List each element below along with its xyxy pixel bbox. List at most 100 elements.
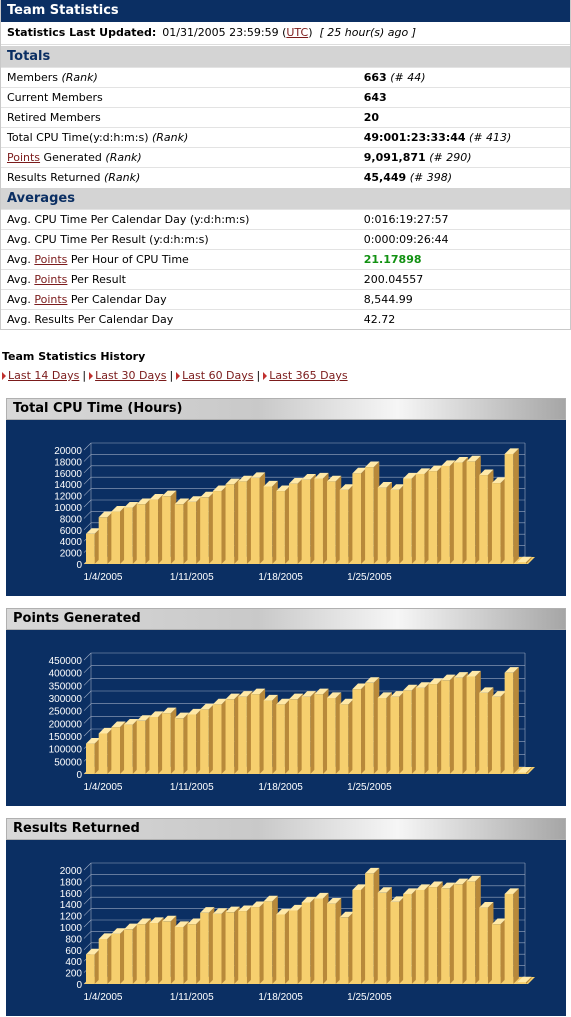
- history-link[interactable]: Last 365 Days: [269, 369, 348, 382]
- y-tick-label: 1800: [60, 877, 83, 888]
- y-tick-label: 200000: [49, 719, 83, 730]
- stat-label: Avg. Points Per Calendar Day: [1, 289, 358, 310]
- bar: [517, 556, 532, 564]
- bar: [517, 767, 532, 774]
- bar: [200, 907, 215, 984]
- bar: [276, 485, 291, 564]
- points-link[interactable]: Points: [34, 253, 68, 266]
- bar: [491, 477, 507, 564]
- stat-value-cell: 21.17898: [357, 249, 570, 270]
- points-link[interactable]: Points: [34, 273, 68, 286]
- bar: [238, 905, 253, 984]
- bar: [327, 475, 342, 564]
- y-tick-label: 18000: [54, 457, 82, 468]
- grid-line: [83, 690, 92, 699]
- cpu-time-chart-svg: 0200040006000800010000120001400016000180…: [54, 442, 535, 583]
- bar: [174, 921, 190, 984]
- grid-line: [83, 716, 92, 724]
- history-link[interactable]: Last 14 Days: [8, 369, 80, 382]
- grid-line: [83, 511, 92, 519]
- y-tick-label: 4000: [60, 537, 83, 548]
- bar: [276, 908, 291, 984]
- stat-value: 21.17898: [363, 253, 422, 266]
- stat-value: 42.72: [363, 313, 396, 326]
- stat-value: 49:001:23:33:44: [363, 131, 466, 144]
- chart-points: Points Generated 0 50000 100000 150000 20000…: [6, 608, 566, 806]
- bar: [390, 691, 405, 774]
- bar: [225, 906, 240, 984]
- updated-ago: [ 25 hour(s) ago ]: [319, 26, 417, 39]
- bar: [403, 472, 418, 564]
- stat-value: 643: [363, 91, 387, 104]
- grid-line: [83, 476, 92, 485]
- stat-value-cell: 663 (# 44): [357, 67, 570, 88]
- chart-title: Points Generated: [6, 608, 566, 630]
- grid-line: [83, 862, 92, 871]
- stat-row: Members (Rank) 663 (# 44): [1, 67, 570, 88]
- stat-row: Avg. CPU Time Per Result (y:d:h:m:s) 0:00…: [1, 229, 570, 250]
- grid-line: [83, 652, 92, 661]
- bar: [390, 484, 405, 564]
- y-tick-label: 1400: [60, 900, 83, 911]
- bar: [314, 472, 329, 564]
- y-tick-label: 800: [65, 934, 82, 945]
- y-tick-label: 150000: [49, 732, 83, 743]
- bar: [377, 692, 392, 774]
- stat-label: Avg. Points Per Hour of CPU Time: [1, 249, 358, 270]
- chart-title: Total CPU Time (Hours): [6, 398, 566, 420]
- chart-area: 0 50000 100000 150000 200000 250000 300000 3500…: [6, 630, 566, 806]
- y-tick-label: 1600: [60, 889, 83, 900]
- bar: [238, 475, 253, 564]
- bar: [124, 501, 139, 564]
- bar: [403, 684, 418, 774]
- bar: [504, 667, 519, 774]
- points-link[interactable]: Points: [7, 151, 41, 164]
- history-link[interactable]: Last 30 Days: [95, 369, 167, 382]
- bar: [352, 467, 367, 564]
- bar: [453, 672, 469, 774]
- chart-area: 0 200 400 600 800 1000 1200 1400 1600 1800 2000 1/4…: [6, 840, 566, 1016]
- bar: [288, 904, 304, 984]
- points-link[interactable]: Points: [34, 293, 68, 306]
- bar: [504, 888, 519, 984]
- link-separator: |: [256, 369, 261, 382]
- bar: [390, 896, 405, 984]
- bar: [136, 715, 151, 774]
- bar: [250, 901, 266, 984]
- bar: [225, 478, 240, 564]
- stat-value: 200.04557: [363, 273, 424, 286]
- y-tick-label: 2000: [60, 549, 83, 560]
- x-tick-label: 1/18/2005: [258, 572, 303, 583]
- bar: [339, 911, 354, 984]
- stat-label: Retired Members: [1, 107, 358, 128]
- bar: [479, 902, 494, 984]
- stat-row: Retired Members 20: [1, 107, 570, 128]
- grid-line: [83, 522, 92, 531]
- last-updated-date: 01/31/2005 23:59:59 (: [162, 26, 287, 39]
- stat-value: 20: [363, 111, 380, 124]
- history-title: Team Statistics History: [2, 350, 146, 363]
- y-tick-label: 1000: [60, 923, 83, 934]
- bar: [327, 898, 342, 984]
- bar: [136, 498, 151, 564]
- bar: [365, 867, 380, 984]
- stat-rank: (# 398): [409, 171, 452, 184]
- history-link[interactable]: Last 60 Days: [182, 369, 254, 382]
- bar: [339, 484, 354, 564]
- bar: [86, 948, 101, 984]
- stat-row: Points Generated (Rank) 9,091,871 (# 290): [1, 147, 570, 168]
- stat-label: Avg. Points Per Result: [1, 269, 358, 290]
- stat-label: Total CPU Time(y:d:h:m:s) (Rank): [1, 127, 358, 148]
- y-tick-label: 20000: [54, 446, 82, 457]
- grid-line: [83, 728, 92, 737]
- grid-line: [83, 499, 92, 508]
- y-tick-label: 300000: [49, 694, 83, 705]
- bar: [491, 691, 507, 774]
- bar: [250, 472, 266, 564]
- stat-row: Total CPU Time(y:d:h:m:s) (Rank) 49:001:2…: [1, 127, 570, 148]
- grid-line: [83, 896, 92, 905]
- stat-row: Avg. CPU Time Per Calendar Day (y:d:h:m:…: [1, 209, 570, 230]
- bar: [174, 712, 190, 774]
- utc-link[interactable]: UTC: [286, 26, 309, 39]
- stat-value: 0:000:09:26:44: [363, 233, 449, 246]
